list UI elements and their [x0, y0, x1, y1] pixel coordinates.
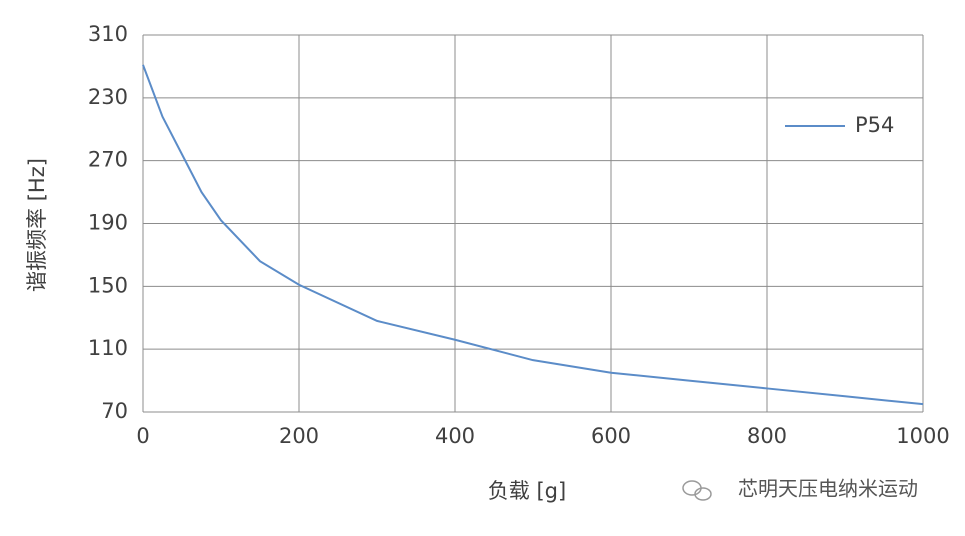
x-tick-label: 0 [136, 424, 149, 448]
y-tick-label: 70 [101, 399, 128, 423]
y-tick-label: 270 [88, 148, 128, 172]
x-tick-label: 200 [279, 424, 319, 448]
wechat-icon [682, 480, 712, 501]
x-tick-label: 1000 [896, 424, 949, 448]
y-axis-title: 谐振频率 [Hz] [25, 158, 49, 292]
legend-label: P54 [855, 113, 894, 137]
y-tick-label: 230 [88, 85, 128, 109]
y-tick-label: 150 [88, 273, 128, 297]
x-axis-title: 负载 [g] [488, 479, 566, 503]
y-tick-label: 190 [88, 211, 128, 235]
x-tick-label: 800 [747, 424, 787, 448]
series-line [142, 64, 924, 406]
x-tick-label: 400 [435, 424, 475, 448]
y-tick-label: 110 [88, 336, 128, 360]
watermark: 芯明天压电纳米运动 [738, 477, 918, 501]
x-tick-label: 600 [591, 424, 631, 448]
y-tick-label: 310 [88, 22, 128, 46]
